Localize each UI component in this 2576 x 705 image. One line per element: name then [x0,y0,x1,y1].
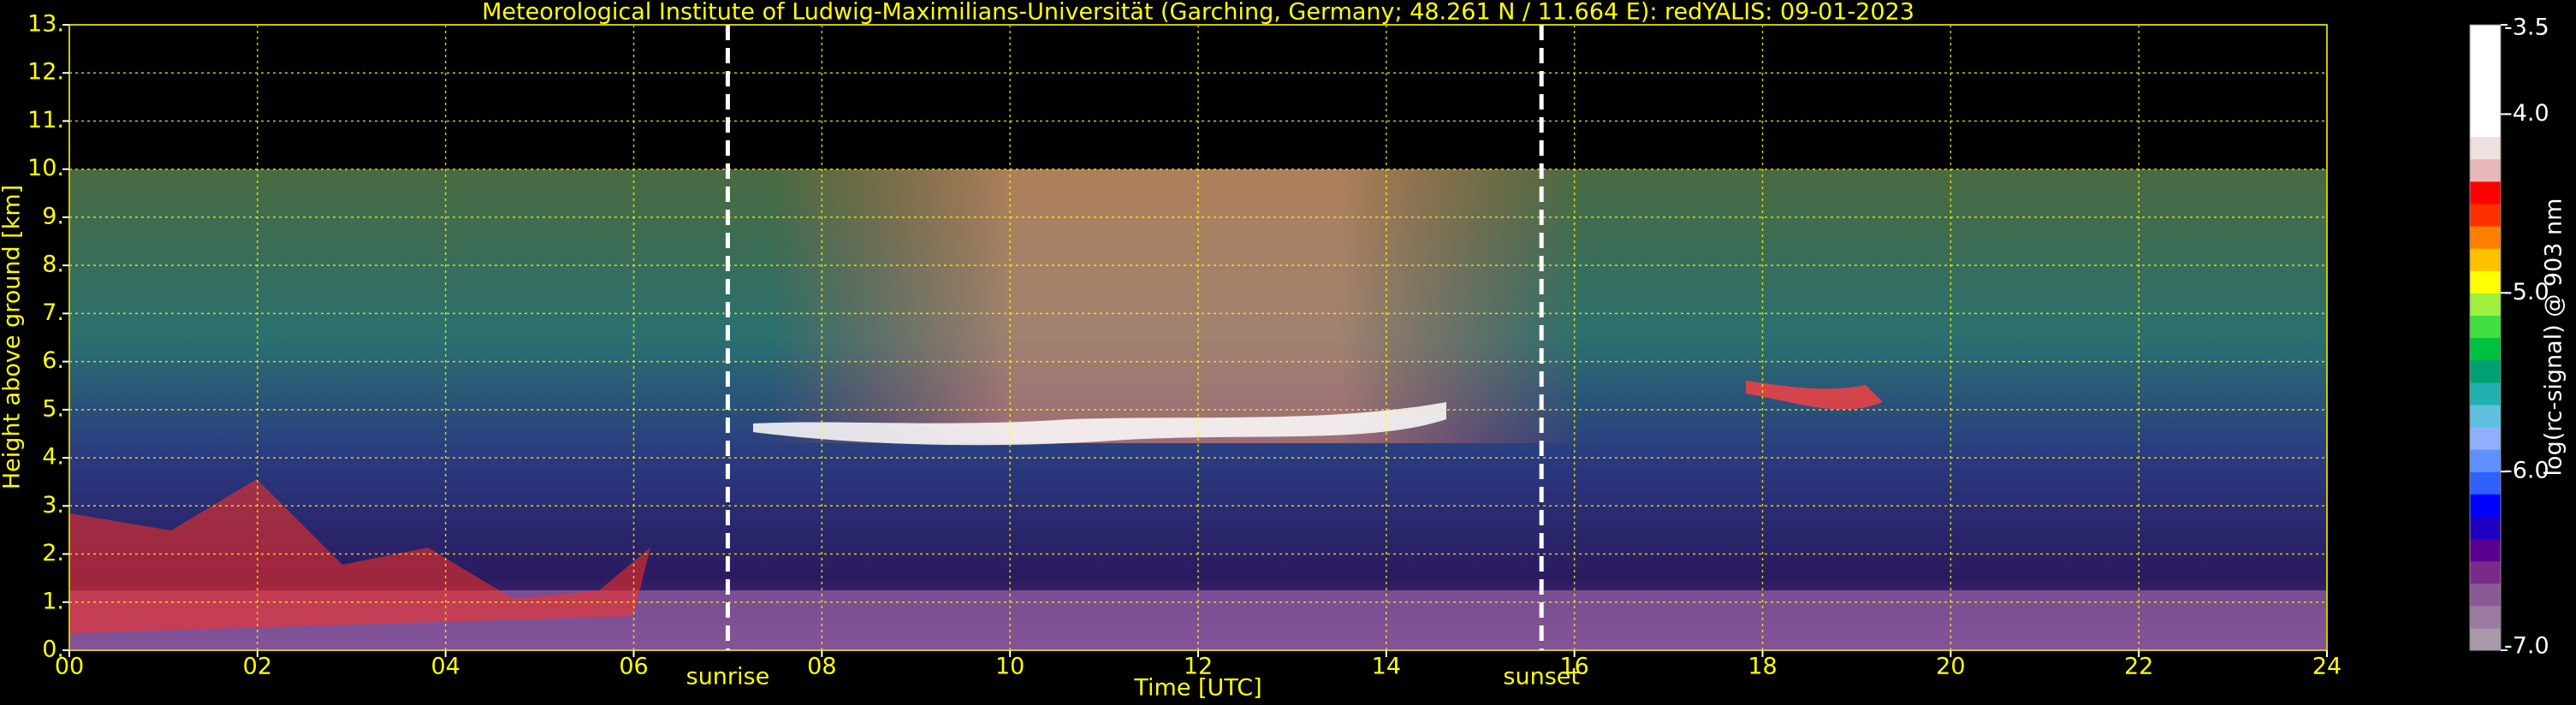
colorbar-swatch [2470,248,2501,271]
colorbar-swatch [2470,181,2501,204]
colorbar-swatch [2470,25,2501,48]
low-cloud [69,479,650,633]
colorbar-swatch [2470,605,2501,629]
colorbar-swatch [2470,69,2501,92]
colorbar-swatch [2470,471,2501,495]
colorbar-frame [2469,24,2502,651]
x-tick-label: 22 [2124,654,2153,680]
y-tick-label: 0. [42,637,64,663]
colorbar-swatch [2470,92,2501,116]
colorbar-tick-label: -4.0 [2504,100,2549,127]
annotation-label: sunrise [686,664,770,690]
x-tick-label: 10 [995,654,1024,680]
x-axis-label: Time [UTC] [1133,675,1261,702]
colorbar-swatch [2470,270,2501,293]
x-tick-label: 14 [1372,654,1401,680]
x-tick-label: 02 [243,654,272,680]
colorbar-swatch [2470,315,2501,339]
colorbar-swatch [2470,583,2501,607]
annotation-label: sunset [1503,664,1580,690]
x-tick-label: 08 [807,654,836,680]
y-tick-label: 4. [42,444,64,471]
y-tick-label: 8. [42,252,64,278]
colorbar-swatch [2470,225,2501,249]
colorbar-swatch [2470,382,2501,406]
colorbar-swatch [2470,359,2501,383]
colorbar-swatch [2470,627,2501,651]
colorbar-swatch [2470,449,2501,472]
x-tick-label: 04 [430,654,460,680]
colorbar-swatch [2470,404,2501,428]
y-tick-label: 7. [42,299,64,326]
daylight-noise [770,169,1583,443]
colorbar-label: log(rc-signal) @ 903 nm [2541,198,2567,477]
colorbar-swatch [2470,158,2501,182]
colorbar-swatch [2470,136,2501,160]
colorbar-swatch [2470,337,2501,361]
colorbar-swatch [2470,426,2501,450]
x-tick-label: 16 [1559,654,1588,680]
y-tick-label: 13. [27,11,64,38]
colorbar-swatch [2470,494,2501,517]
chart-title: Meteorological Institute of Ludwig-Maxim… [482,0,1914,26]
y-tick-label: 3. [42,492,64,518]
x-tick-label: 24 [2312,654,2342,680]
y-tick-label: 9. [42,203,64,229]
colorbar-swatch [2470,47,2501,70]
x-tick-label: 20 [1936,654,1965,680]
y-tick-label: 12. [27,59,64,86]
y-tick-label: 1. [42,588,64,614]
cloud-patch [1746,381,1883,410]
y-axis-label: Height above ground [km] [0,185,26,489]
colorbar-swatch [2470,538,2501,562]
colorbar-tick-label: -7.0 [2504,633,2549,660]
colorbar-tick-label: -5.0 [2504,279,2549,305]
colorbar-swatch [2470,560,2501,584]
x-tick-label: 00 [55,654,84,680]
cloud-layer [753,402,1446,446]
y-tick-label: 11. [27,107,64,133]
y-tick-label: 5. [42,395,64,422]
colorbar-tick-label: -3.5 [2504,15,2549,41]
y-tick-label: 2. [42,540,64,566]
colorbar-swatch [2470,516,2501,540]
x-tick-label: 12 [1184,654,1213,680]
colorbar-tick-label: -6.0 [2504,458,2549,484]
y-tick-label: 6. [42,347,64,374]
y-tick-label: 10. [27,155,64,181]
colorbar-swatch [2470,203,2501,227]
x-tick-label: 18 [1748,654,1777,680]
x-tick-label: 06 [619,654,648,680]
colorbar-swatch [2470,114,2501,138]
colorbar-swatch [2470,293,2501,316]
